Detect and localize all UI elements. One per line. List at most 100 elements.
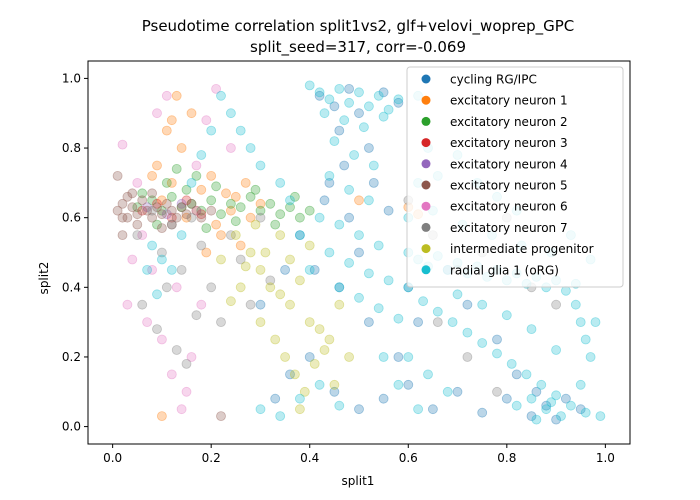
y-tick-label: 0.8	[62, 141, 81, 155]
data-point	[235, 254, 246, 265]
data-point	[156, 209, 167, 220]
data-point	[521, 369, 532, 380]
data-point	[230, 216, 241, 227]
data-point	[137, 299, 148, 310]
data-point	[373, 90, 384, 101]
data-point	[393, 379, 404, 390]
x-tick-label: 0.2	[202, 451, 221, 465]
data-point	[255, 299, 266, 310]
data-point	[363, 195, 374, 206]
data-point	[176, 202, 187, 213]
data-point	[147, 264, 158, 275]
data-point	[216, 411, 226, 422]
data-point	[156, 411, 167, 422]
data-point	[132, 177, 143, 188]
data-point	[383, 205, 394, 216]
data-point	[294, 230, 305, 241]
data-point	[147, 212, 158, 223]
data-point	[255, 317, 266, 328]
data-point	[211, 84, 222, 94]
data-point	[186, 212, 197, 223]
data-point	[285, 202, 295, 213]
data-point	[363, 317, 374, 328]
data-point	[201, 115, 212, 126]
data-point	[378, 111, 389, 122]
data-point	[265, 275, 276, 286]
data-point	[378, 352, 389, 362]
data-point	[250, 219, 261, 230]
legend-marker	[421, 138, 431, 148]
data-point	[378, 393, 389, 404]
data-point	[255, 264, 266, 275]
data-point	[285, 299, 295, 310]
data-point	[501, 393, 512, 404]
data-point	[186, 352, 197, 362]
data-point	[324, 170, 335, 181]
data-point	[289, 369, 300, 380]
data-point	[117, 230, 128, 241]
data-point	[339, 160, 350, 171]
data-point	[245, 247, 256, 258]
data-point	[166, 205, 177, 216]
data-point	[427, 404, 438, 415]
data-point	[255, 404, 266, 415]
y-tick-label: 0.2	[62, 350, 81, 364]
data-point	[551, 299, 561, 310]
data-point	[270, 393, 281, 404]
data-point	[536, 379, 547, 390]
data-point	[137, 195, 148, 206]
data-point	[329, 136, 340, 147]
data-point	[304, 352, 315, 362]
data-point	[334, 400, 345, 411]
data-point	[196, 299, 207, 310]
data-point	[270, 219, 281, 230]
legend-entry-label: excitatory neuron 7	[450, 221, 568, 235]
data-point	[403, 379, 414, 390]
data-point	[201, 223, 212, 234]
data-point	[304, 205, 315, 216]
data-point	[354, 404, 364, 415]
data-point	[393, 352, 404, 362]
data-point	[314, 324, 325, 335]
data-point	[211, 219, 222, 230]
data-point	[142, 202, 153, 213]
data-point	[171, 90, 182, 101]
data-point	[132, 219, 143, 230]
data-point	[127, 188, 138, 199]
data-point	[196, 240, 207, 251]
data-point	[152, 202, 162, 213]
data-point	[334, 282, 345, 293]
y-tick-label: 0.4	[62, 280, 81, 294]
data-point	[235, 240, 246, 251]
data-point	[152, 324, 162, 335]
data-point	[294, 393, 305, 404]
data-point	[378, 87, 389, 98]
data-point	[166, 212, 177, 223]
data-point	[171, 282, 182, 293]
data-point	[216, 317, 226, 328]
data-point	[561, 285, 571, 296]
data-point	[561, 393, 571, 404]
data-point	[334, 219, 345, 230]
data-point	[314, 379, 325, 390]
data-point	[196, 212, 207, 223]
data-point	[570, 299, 581, 310]
data-point	[285, 195, 295, 206]
data-point	[147, 195, 158, 206]
legend-entry-label: excitatory neuron 3	[450, 136, 568, 150]
data-point	[132, 202, 143, 213]
x-ticks: 0.0 0.2 0.4 0.6 0.8 1.0	[103, 444, 615, 465]
data-point	[186, 198, 197, 209]
data-point	[393, 313, 404, 324]
data-point	[137, 188, 148, 199]
legend-marker	[421, 95, 431, 105]
data-point	[260, 247, 271, 258]
data-point	[373, 240, 384, 251]
data-point	[122, 299, 133, 310]
x-tick-label: 0.0	[103, 451, 122, 465]
data-point	[152, 219, 162, 230]
data-point	[418, 296, 429, 307]
legend-marker	[421, 74, 431, 84]
x-tick-label: 0.4	[300, 451, 319, 465]
data-point	[289, 191, 300, 202]
